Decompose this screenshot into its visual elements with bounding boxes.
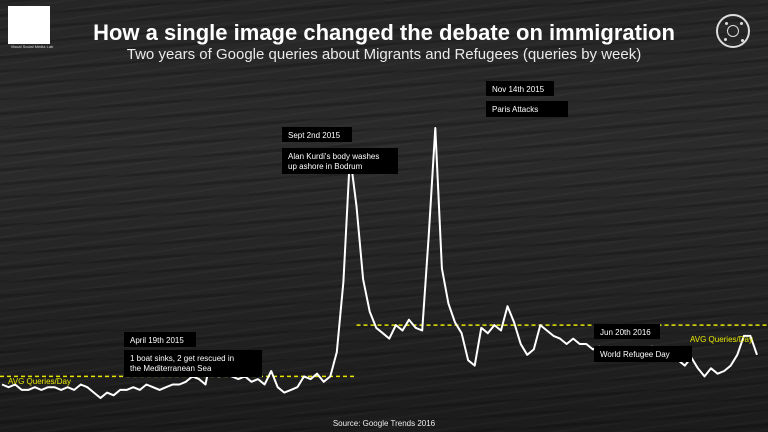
callout-text-sept: Alan Kurdi's body washes up ashore in Bo… <box>282 148 398 174</box>
callout-date-april: April 19th 2015 <box>124 332 196 347</box>
callout-date-sept: Sept 2nd 2015 <box>282 127 352 142</box>
callout-text-jun: World Refugee Day <box>594 346 692 362</box>
callout-date-jun: Jun 20th 2016 <box>594 324 660 339</box>
callout-text-april: 1 boat sinks, 2 get rescued in the Medit… <box>124 350 262 377</box>
avg-label-after: AVG Queries/Day <box>690 335 753 344</box>
avg-label-before: AVG Queries/Day <box>8 377 71 386</box>
callout-text-nov: Paris Attacks <box>486 101 568 117</box>
callout-date-nov: Nov 14th 2015 <box>486 81 554 96</box>
source-note: Source: Google Trends 2016 <box>0 419 768 428</box>
